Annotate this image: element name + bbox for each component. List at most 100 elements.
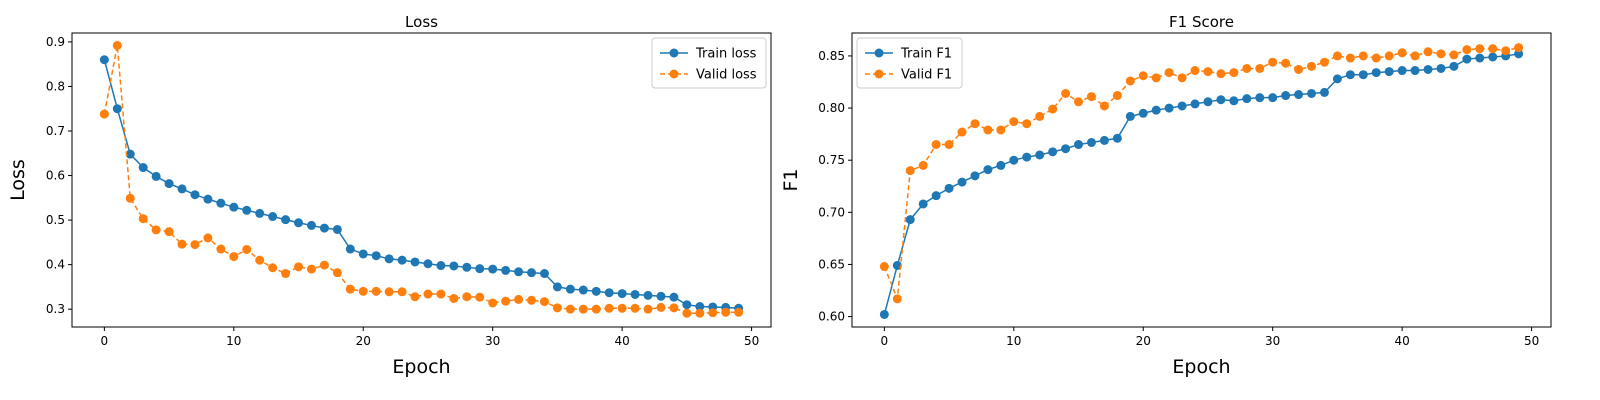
series-line <box>883 53 1519 315</box>
data-point <box>1112 91 1122 101</box>
data-point <box>1488 52 1498 62</box>
data-point <box>1307 61 1317 71</box>
data-point <box>1410 51 1420 61</box>
data-point <box>190 240 200 250</box>
data-point <box>1358 70 1368 80</box>
data-point <box>1449 50 1459 60</box>
data-point <box>708 308 718 318</box>
series-1 <box>99 55 744 313</box>
data-point <box>1268 93 1278 103</box>
data-point <box>669 303 679 313</box>
data-point <box>1242 94 1252 104</box>
data-point <box>242 205 252 215</box>
data-point <box>1048 147 1058 157</box>
data-point <box>944 140 954 150</box>
data-point <box>1112 133 1122 143</box>
data-point <box>682 300 692 310</box>
data-point <box>1319 57 1329 67</box>
series-1 <box>879 49 1524 319</box>
data-point <box>931 140 941 150</box>
data-point <box>527 268 537 278</box>
data-point <box>1216 69 1226 79</box>
y-tick-label: 0.80 <box>818 101 845 115</box>
data-point <box>501 265 511 275</box>
data-point <box>1151 105 1161 115</box>
data-point <box>99 55 109 65</box>
data-point <box>552 303 562 313</box>
data-point <box>1229 68 1239 78</box>
data-point <box>1488 44 1498 54</box>
data-point <box>358 286 368 296</box>
data-point <box>669 292 679 302</box>
data-point <box>970 171 980 181</box>
data-point <box>656 302 666 312</box>
data-point <box>527 295 537 305</box>
data-point <box>397 255 407 265</box>
chart-title: F1 Score <box>1169 13 1234 31</box>
data-point <box>306 264 316 274</box>
data-point <box>229 252 239 262</box>
data-point <box>1125 76 1135 86</box>
x-tick-label: 0 <box>881 334 889 348</box>
data-point <box>1358 51 1368 61</box>
data-point <box>1449 61 1459 71</box>
data-point <box>319 223 329 233</box>
data-point <box>1242 63 1252 73</box>
data-point <box>345 284 355 294</box>
data-point <box>918 160 928 170</box>
data-point <box>1061 88 1071 98</box>
data-point <box>488 264 498 274</box>
plot-frame <box>71 32 772 328</box>
data-point <box>1099 101 1109 111</box>
legend-label: Train F1 <box>900 47 952 62</box>
data-point <box>996 160 1006 170</box>
data-point <box>1345 53 1355 63</box>
y-tick-label: 0.60 <box>818 310 845 324</box>
plot-frame <box>851 32 1552 328</box>
series-line <box>103 59 739 310</box>
data-point <box>203 194 213 204</box>
data-point <box>1294 90 1304 100</box>
data-point <box>1294 64 1304 74</box>
data-point <box>384 254 394 264</box>
legend: Train F1 Valid F1 <box>856 37 963 89</box>
data-point <box>151 225 161 235</box>
data-point <box>151 171 161 181</box>
data-point <box>423 289 433 299</box>
x-tick-label: 40 <box>1394 334 1409 348</box>
data-point <box>604 288 614 298</box>
data-point <box>475 292 485 302</box>
data-point <box>112 40 122 50</box>
data-point <box>294 262 304 272</box>
data-point <box>1281 58 1291 68</box>
data-point <box>112 104 122 114</box>
data-point <box>552 282 562 292</box>
data-point <box>1423 64 1433 74</box>
data-point <box>462 292 472 302</box>
x-tick-label: 30 <box>1265 334 1280 348</box>
data-point <box>1423 47 1433 57</box>
x-tick-label: 20 <box>356 334 371 348</box>
data-point <box>983 165 993 175</box>
data-point <box>957 177 967 187</box>
data-point <box>1410 66 1420 76</box>
data-point <box>617 289 627 299</box>
data-point <box>1177 73 1187 83</box>
chart-panel-2: F1 Score 0 10 20 30 40 50 0.60 0.65 0.70 0.75 0.80 0… <box>780 13 1552 378</box>
data-point <box>190 190 200 200</box>
data-point <box>203 233 213 243</box>
data-point <box>1384 51 1394 61</box>
data-point <box>164 227 174 237</box>
data-point <box>358 249 368 259</box>
data-point <box>99 109 109 119</box>
data-point <box>306 220 316 230</box>
x-tick-label: 10 <box>1006 334 1021 348</box>
y-tick-label: 0.70 <box>818 205 845 219</box>
data-point <box>1255 93 1265 103</box>
data-point <box>138 214 148 224</box>
data-point <box>1345 70 1355 80</box>
data-point <box>539 297 549 307</box>
data-point <box>1371 53 1381 63</box>
data-point <box>436 261 446 271</box>
